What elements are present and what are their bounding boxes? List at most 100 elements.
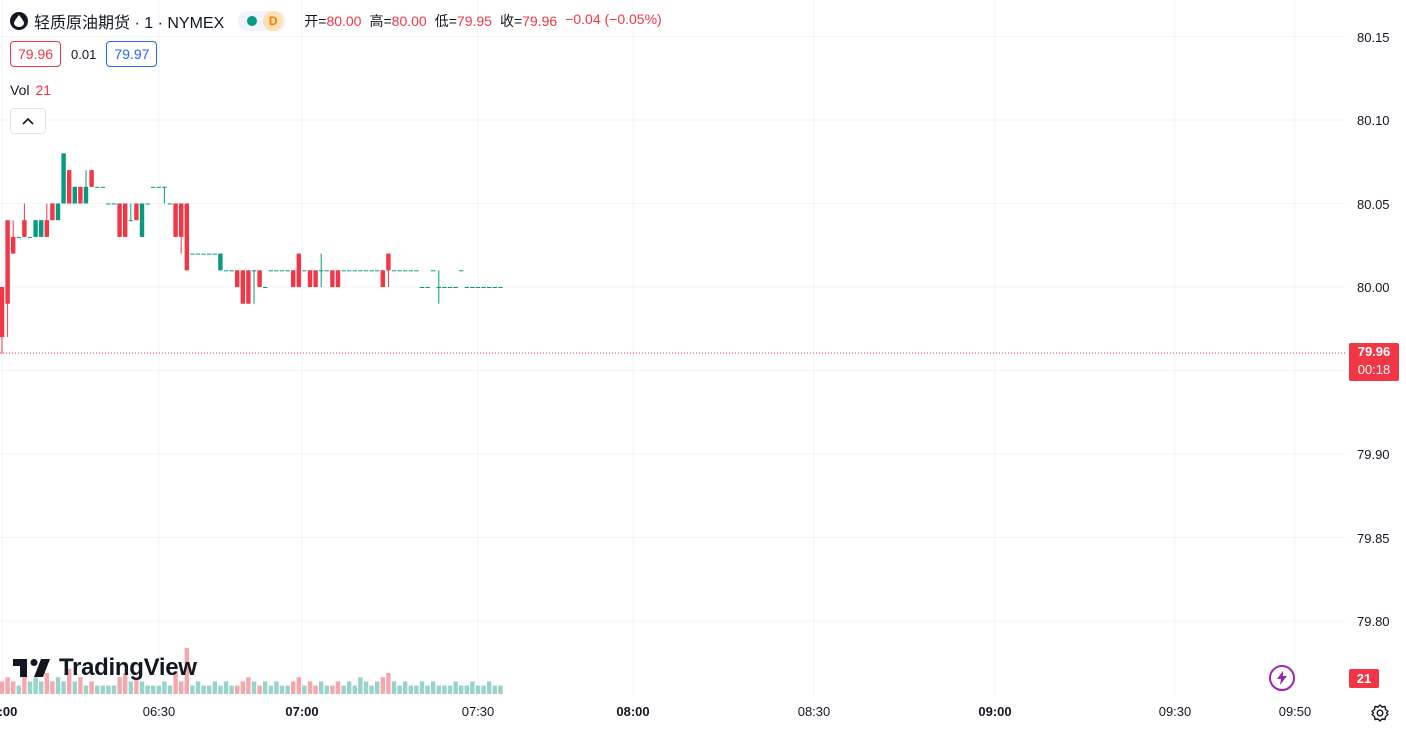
candle-body bbox=[246, 270, 251, 304]
candle-body bbox=[0, 287, 5, 338]
volume-bar bbox=[391, 681, 397, 694]
volume-bar bbox=[285, 685, 290, 694]
buy-price-button[interactable]: 79.97 bbox=[106, 41, 158, 67]
volume-bar bbox=[352, 685, 357, 694]
volume-bar bbox=[27, 681, 33, 694]
candle-body bbox=[257, 270, 262, 287]
lightning-icon[interactable] bbox=[1269, 665, 1295, 691]
candle-body bbox=[100, 186, 105, 188]
candle-body bbox=[498, 287, 503, 288]
candle-body bbox=[274, 270, 279, 272]
candle-body bbox=[386, 253, 391, 271]
sell-price-button[interactable]: 79.96 bbox=[10, 41, 62, 67]
candle-body bbox=[363, 270, 369, 272]
candle-body bbox=[487, 287, 492, 288]
candle-body bbox=[296, 253, 301, 287]
candle-body bbox=[5, 220, 10, 304]
volume-legend[interactable]: Vol 21 bbox=[10, 82, 51, 98]
oil-drop-icon[interactable] bbox=[10, 12, 28, 30]
volume-bar bbox=[369, 685, 374, 694]
candle-body bbox=[89, 170, 94, 187]
delayed-data-badge[interactable]: D bbox=[263, 11, 284, 31]
time-axis-label: 07:00 bbox=[285, 704, 319, 719]
logo-text: TradingView bbox=[59, 654, 197, 681]
market-status-badges[interactable]: D bbox=[238, 11, 287, 31]
candle-body bbox=[285, 270, 290, 272]
candle-body bbox=[106, 203, 111, 205]
volume-bar bbox=[190, 685, 195, 694]
volume-bar bbox=[229, 685, 234, 694]
current-price-value: 79.96 bbox=[1357, 344, 1391, 359]
candle-body bbox=[391, 270, 397, 272]
candle-body bbox=[324, 270, 329, 272]
candle-body bbox=[375, 270, 380, 272]
candle-body bbox=[22, 220, 27, 237]
candle-body bbox=[335, 270, 341, 287]
candle-body bbox=[184, 203, 189, 271]
volume-bars bbox=[0, 647, 503, 694]
volume-bar bbox=[386, 673, 391, 694]
candle-body bbox=[436, 287, 441, 288]
time-axis-label: 09:50 bbox=[1278, 704, 1312, 719]
collapse-legend-button[interactable] bbox=[10, 108, 46, 134]
volume-bar bbox=[223, 681, 229, 694]
candle-body bbox=[251, 270, 257, 272]
volume-bar bbox=[313, 685, 318, 694]
candle-body bbox=[11, 236, 16, 254]
spread-value: 0.01 bbox=[71, 46, 97, 62]
volume-bar bbox=[106, 685, 111, 694]
candle-body bbox=[50, 203, 55, 221]
volume-bar bbox=[218, 685, 223, 694]
volume-bar bbox=[459, 685, 464, 694]
candle-body bbox=[431, 270, 436, 272]
volume-bar bbox=[274, 681, 279, 694]
candle-body bbox=[447, 287, 453, 288]
volume-bar bbox=[50, 681, 55, 694]
chart-grid bbox=[0, 0, 1345, 695]
candle-body bbox=[419, 287, 425, 288]
candle-body bbox=[319, 270, 324, 272]
candle-body bbox=[195, 253, 201, 255]
volume-bar bbox=[330, 685, 335, 694]
candle-body bbox=[61, 153, 66, 204]
volume-bar bbox=[100, 685, 105, 694]
candle-body bbox=[95, 186, 100, 188]
volume-bar bbox=[498, 685, 503, 694]
gear-icon[interactable] bbox=[1370, 703, 1390, 723]
candle-body bbox=[475, 287, 481, 288]
candle-body bbox=[33, 220, 38, 237]
candle-body bbox=[218, 253, 223, 271]
volume-bar bbox=[162, 681, 167, 694]
tradingview-logo-icon bbox=[13, 659, 50, 677]
market-open-icon bbox=[247, 16, 258, 26]
candle-body bbox=[408, 270, 413, 272]
volume-bar bbox=[481, 685, 486, 694]
candle-body bbox=[117, 203, 122, 237]
candle-body bbox=[291, 270, 296, 287]
volume-bar bbox=[72, 681, 77, 694]
candle-body bbox=[72, 186, 77, 204]
candle-body bbox=[453, 287, 458, 288]
candle-body bbox=[459, 270, 464, 272]
candle-body bbox=[414, 270, 419, 272]
candle-body bbox=[442, 287, 447, 288]
candle-body bbox=[229, 270, 234, 272]
candle-body bbox=[67, 170, 72, 204]
volume-bar bbox=[11, 681, 16, 694]
candle-body bbox=[201, 253, 206, 255]
volume-bar bbox=[207, 685, 212, 694]
volume-bar bbox=[447, 685, 453, 694]
ohlc-high: 高=80.00 bbox=[369, 13, 427, 29]
volume-bar bbox=[39, 681, 44, 694]
volume-bar bbox=[33, 677, 38, 694]
volume-bar bbox=[251, 681, 257, 694]
volume-bar bbox=[470, 681, 475, 694]
volume-bar bbox=[55, 677, 61, 694]
volume-bar bbox=[134, 677, 139, 694]
volume-bar bbox=[44, 673, 49, 694]
candle-body bbox=[78, 186, 83, 204]
symbol-title[interactable]: 轻质原油期货 · 1 · NYMEX bbox=[34, 15, 225, 32]
volume-bar bbox=[403, 681, 408, 694]
tradingview-logo[interactable]: TradingView bbox=[13, 654, 197, 682]
